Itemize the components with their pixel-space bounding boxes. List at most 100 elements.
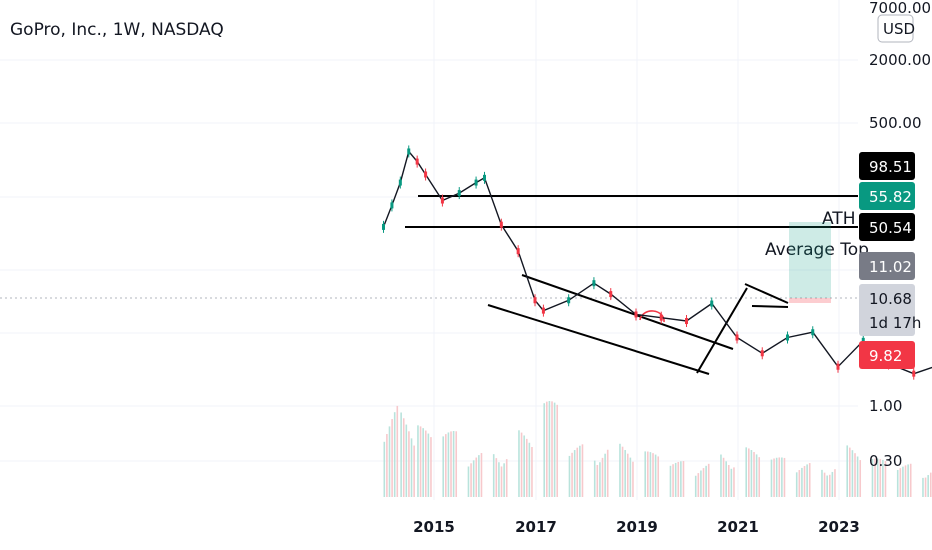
volume-bar	[879, 459, 882, 497]
volume-bar	[520, 432, 523, 497]
price-badge-value: 98.51	[869, 158, 912, 176]
volume-bar	[669, 465, 672, 497]
volume-bar	[854, 453, 856, 497]
candle-body	[457, 190, 461, 197]
volume-bar	[753, 452, 755, 497]
volume-bar	[386, 434, 388, 497]
volume-bar	[745, 447, 748, 497]
ath-label: ATH	[822, 209, 855, 229]
candle-body	[786, 334, 789, 341]
y-tick-label: 7000.00	[869, 0, 931, 17]
candle-body	[382, 223, 385, 230]
volume-bar	[553, 402, 556, 497]
volume-bar	[871, 458, 874, 497]
y-tick-label: 2000.00	[869, 51, 931, 69]
volume-bar	[388, 426, 391, 497]
volume-bar	[795, 472, 798, 497]
candle-body	[398, 179, 402, 186]
volume-bar	[927, 475, 929, 497]
volume-bar	[781, 457, 783, 497]
candle-body	[912, 370, 916, 377]
trend-line-2	[696, 287, 748, 374]
volume-bar	[573, 450, 576, 497]
volume-bar	[419, 426, 422, 497]
volume-bar	[604, 453, 606, 497]
candle-body	[634, 311, 638, 318]
volume-bar	[750, 450, 753, 497]
volume-bar	[929, 472, 932, 497]
candle-body	[592, 280, 596, 287]
volume-bar	[674, 462, 677, 497]
volume-bar	[427, 433, 430, 497]
volume-bar	[548, 401, 551, 497]
price-badge-value: 55.82	[869, 188, 912, 206]
volume-bar	[531, 447, 533, 497]
volume-bar	[581, 444, 584, 497]
candle-body	[415, 158, 419, 165]
volume-bar	[831, 471, 834, 497]
price-badge-countdown: 1d 17h	[869, 314, 921, 332]
volume-bar	[722, 457, 725, 497]
volume-bar	[644, 451, 647, 497]
volume-bar	[621, 446, 624, 497]
volume-bar	[495, 458, 498, 497]
volume-bar	[424, 430, 427, 497]
price-axis[interactable]: 7000.00 2000.00 500.00 1.00 0.30 USD	[869, 0, 931, 470]
volume-bar	[647, 451, 649, 497]
volume-bar	[571, 452, 573, 497]
volume-bar	[413, 445, 415, 497]
volume-bar	[758, 457, 761, 497]
time-axis[interactable]: 2015 2017 2019 2021 2023	[413, 518, 860, 536]
volume-bar	[632, 461, 634, 497]
volume-bar	[727, 465, 730, 497]
y-tick-label: 1.00	[869, 397, 902, 415]
candle-body	[836, 363, 840, 370]
volume-bar	[652, 453, 654, 497]
position-target-zone	[789, 222, 831, 298]
candle-body	[533, 297, 537, 304]
candle-body	[861, 337, 865, 344]
volume-bar	[707, 463, 710, 497]
volume-bar	[924, 477, 927, 497]
volume-bar	[922, 477, 924, 497]
volume-bar	[882, 459, 884, 497]
volume-bar	[467, 466, 470, 497]
position-stop-zone	[789, 298, 831, 303]
volume-bar	[672, 464, 674, 497]
volume-bar	[417, 425, 419, 497]
volume-bar	[518, 430, 520, 497]
volume-bar	[543, 403, 546, 497]
volume-bar	[503, 463, 505, 497]
x-tick-label: 2023	[818, 518, 860, 536]
volume-bars	[383, 401, 932, 497]
volume-bar	[492, 454, 495, 497]
volume-bar	[680, 461, 682, 497]
price-badge	[859, 284, 915, 336]
volume-bar	[393, 412, 396, 497]
volume-bar	[649, 452, 652, 497]
volume-bar	[884, 461, 887, 497]
volume-bar	[826, 475, 828, 497]
volume-bar	[856, 456, 859, 497]
price-line	[382, 150, 932, 375]
volume-bar	[455, 431, 458, 497]
volume-bar	[579, 445, 581, 497]
volume-bar	[902, 466, 904, 497]
volume-bar	[551, 401, 553, 497]
candle-body	[811, 329, 815, 336]
price-badge	[859, 152, 915, 180]
volume-bar	[396, 405, 399, 497]
volume-bar	[593, 460, 596, 497]
price-badge	[859, 341, 915, 369]
price-badges: 98.51 55.82 50.54 11.02 10.68 1d 17h 9.82	[859, 152, 921, 369]
volume-bar	[859, 460, 862, 497]
volume-bar	[851, 450, 854, 497]
volume-bar	[505, 459, 508, 497]
volume-bar	[849, 447, 851, 497]
trend-line-1	[487, 304, 710, 375]
candle-body	[541, 307, 545, 314]
volume-bar	[391, 419, 393, 497]
volume-bar	[528, 442, 531, 497]
volume-bar	[480, 453, 483, 497]
